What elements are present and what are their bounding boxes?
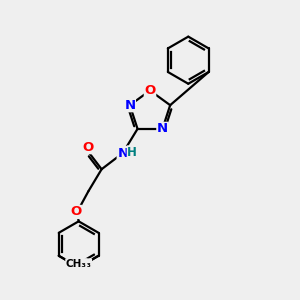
Text: O: O xyxy=(70,206,81,218)
Text: CH₃: CH₃ xyxy=(70,259,92,269)
Text: N: N xyxy=(157,122,168,135)
Text: N: N xyxy=(124,99,135,112)
Text: O: O xyxy=(82,141,93,154)
Text: O: O xyxy=(144,84,156,97)
Text: N: N xyxy=(117,146,128,160)
Text: CH₃: CH₃ xyxy=(66,259,87,269)
Text: H: H xyxy=(127,146,137,159)
